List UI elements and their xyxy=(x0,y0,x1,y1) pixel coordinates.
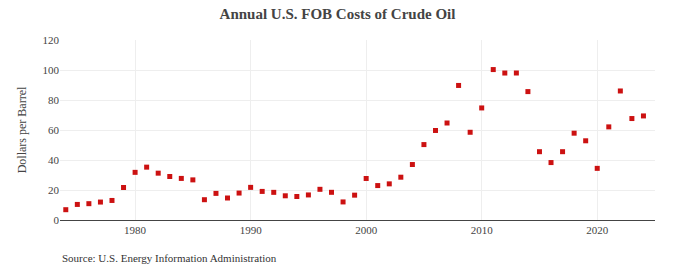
svg-text:0: 0 xyxy=(54,214,60,226)
svg-text:40: 40 xyxy=(48,154,60,166)
svg-text:Source: U.S. Energy Informatio: Source: U.S. Energy Information Administ… xyxy=(62,252,277,264)
svg-text:2020: 2020 xyxy=(586,224,609,236)
svg-text:1980: 1980 xyxy=(124,224,147,236)
svg-text:2000: 2000 xyxy=(355,224,378,236)
svg-text:20: 20 xyxy=(48,184,60,196)
svg-text:2010: 2010 xyxy=(471,224,494,236)
svg-text:80: 80 xyxy=(48,94,60,106)
svg-text:Dollars per Barrel: Dollars per Barrel xyxy=(15,86,29,173)
svg-text:100: 100 xyxy=(43,64,60,76)
svg-text:120: 120 xyxy=(43,34,60,46)
svg-text:Annual U.S. FOB Costs of Crude: Annual U.S. FOB Costs of Crude Oil xyxy=(220,6,456,22)
svg-text:60: 60 xyxy=(48,124,60,136)
svg-text:1990: 1990 xyxy=(240,224,263,236)
